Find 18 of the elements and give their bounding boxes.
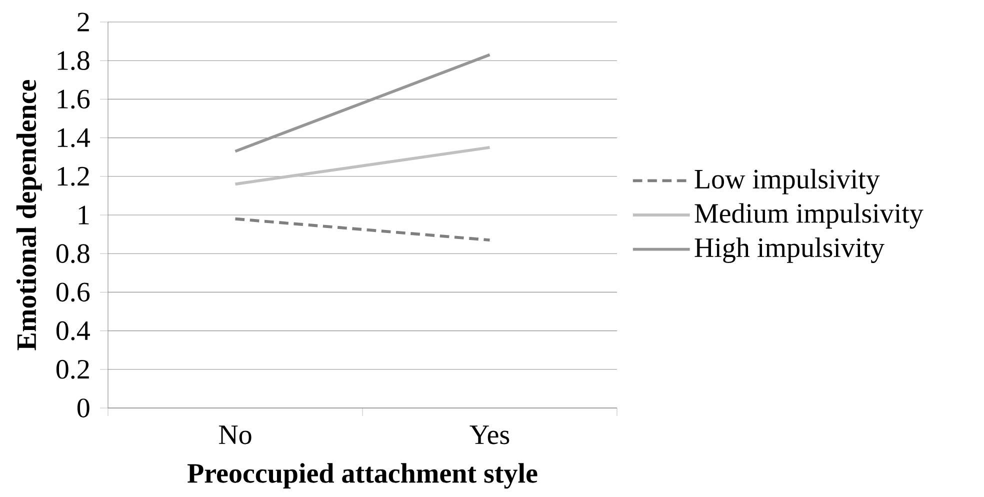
x-tick-label: Yes [470,426,510,444]
y-tick-label: 1.6 [58,90,90,109]
y-tick-label: 0.2 [56,360,89,379]
x-axis-title: Preoccupied attachment style [188,463,538,489]
y-tick-label: 1.8 [58,51,90,70]
y-tick-label: 1 [78,206,89,224]
y-tick-label: 0.6 [56,282,90,302]
y-tick-label: 0 [77,398,90,418]
y-tick-label: 0.8 [56,244,90,264]
legend-label: Medium impulsivity [694,203,924,229]
legend-label: High impulsivity [694,237,884,263]
x-tick-label: No [218,426,252,444]
y-tick-label: 2 [78,12,89,32]
y-tick-label: 1.2 [58,166,89,186]
y-axis-title: Emotional dependence [16,80,42,350]
y-tick-label: 0.4 [56,321,90,340]
legend-label: Low impulsivity [694,168,880,194]
y-tick-label: 1.4 [58,128,90,148]
